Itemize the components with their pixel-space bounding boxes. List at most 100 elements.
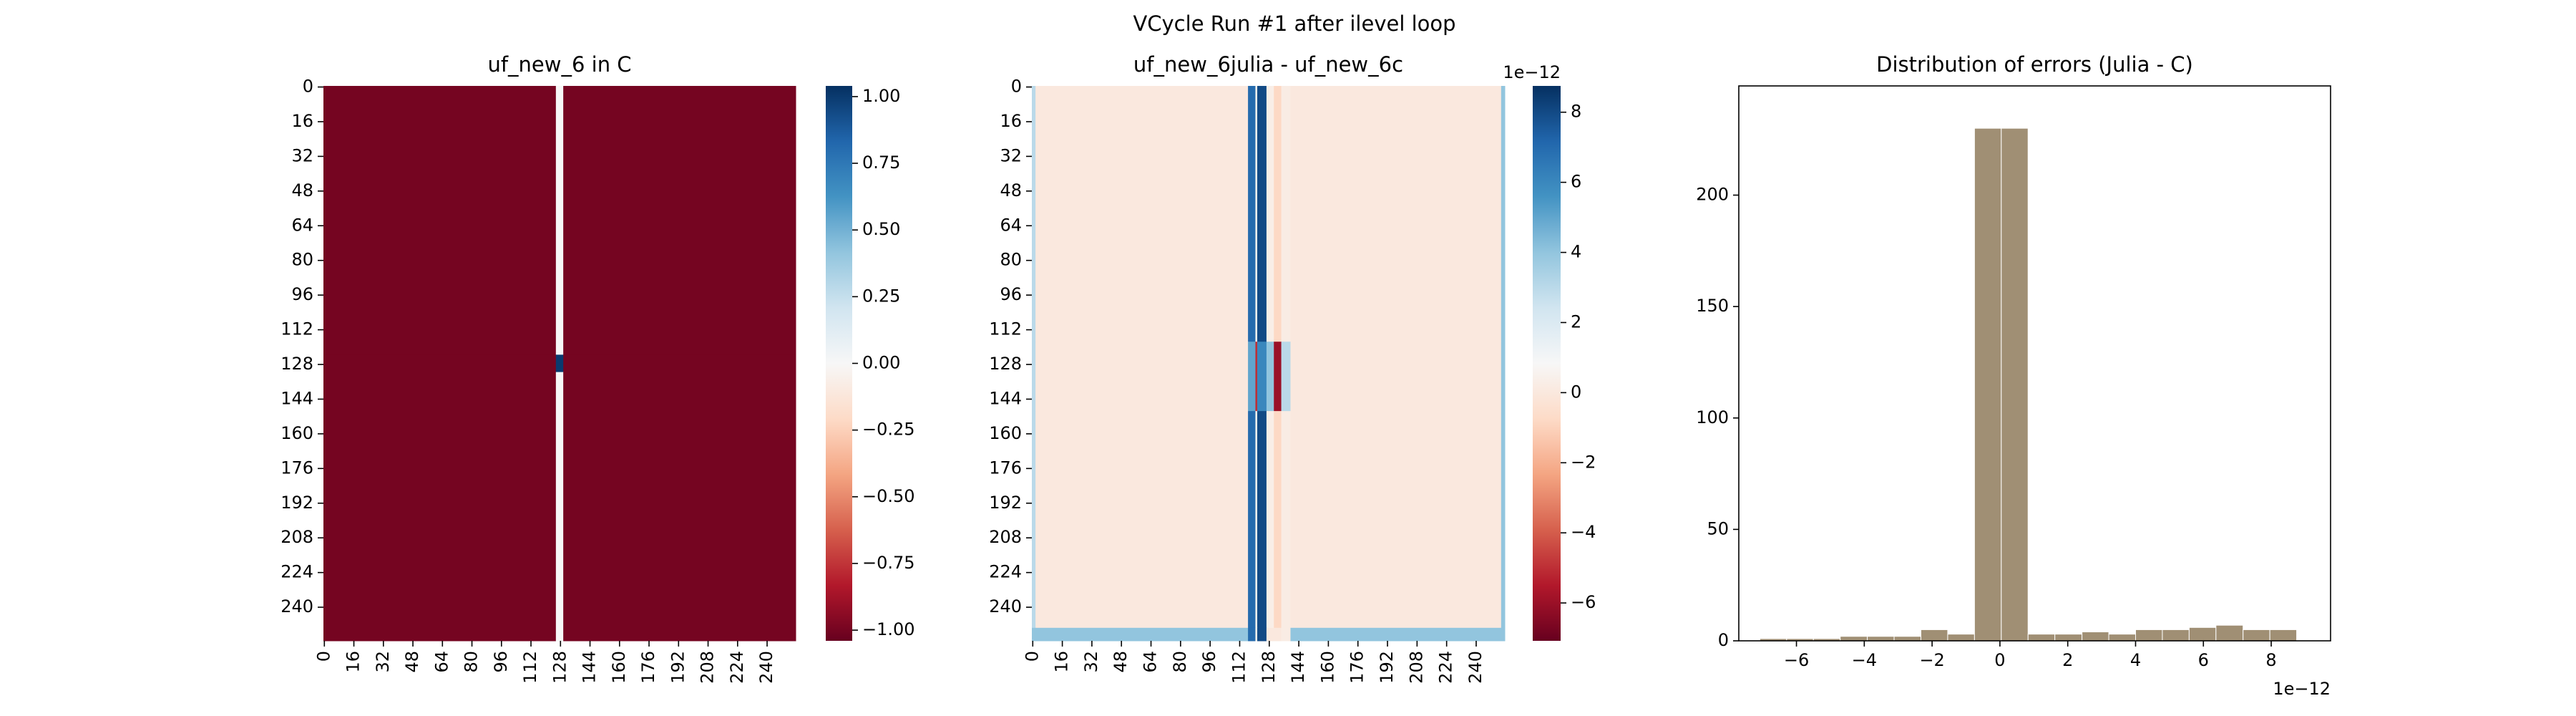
histogram-bar bbox=[2188, 626, 2217, 642]
heatmap-cell bbox=[1257, 411, 1267, 629]
y-tick-label: 112 bbox=[989, 319, 1022, 339]
x-tick-label: 8 bbox=[2265, 650, 2276, 670]
histogram-bar bbox=[2162, 629, 2190, 642]
x-tick-label: 208 bbox=[1406, 651, 1426, 684]
heatmap-cell bbox=[1266, 411, 1274, 629]
y-tick-label: 176 bbox=[280, 458, 313, 478]
y-tick-label: 0 bbox=[1011, 77, 1022, 97]
colorbar-tick-label: −0.25 bbox=[862, 420, 915, 440]
panel-title: uf_new_6julia - uf_new_6c bbox=[1133, 52, 1403, 77]
heatmap-cell bbox=[1035, 86, 1249, 342]
colorbar-tick-label: 2 bbox=[1571, 311, 1581, 332]
heatmap-cell bbox=[1248, 627, 1256, 642]
colorbar-tick-label: 0 bbox=[1571, 382, 1581, 402]
heatmap-cell bbox=[1266, 86, 1274, 342]
y-tick-label: 150 bbox=[1696, 296, 1729, 316]
heatmap-cell bbox=[1281, 86, 1291, 342]
x-tick-label: 128 bbox=[550, 651, 570, 684]
heatmap-cell bbox=[1257, 627, 1267, 642]
x-tick-label: 176 bbox=[1347, 651, 1367, 684]
heatmap-cell bbox=[1032, 411, 1036, 629]
colorbar-tick-label: −0.75 bbox=[862, 553, 915, 573]
x-tick-label: 192 bbox=[668, 651, 688, 684]
x-tick-label: 144 bbox=[1288, 651, 1308, 684]
histogram-bar bbox=[2269, 629, 2298, 642]
y-tick-label: 128 bbox=[989, 354, 1022, 374]
heatmap-cell bbox=[1266, 342, 1274, 412]
heatmap-cell bbox=[1257, 86, 1267, 342]
heatmap-cell bbox=[1501, 627, 1506, 642]
x-tick-label: 0 bbox=[313, 651, 333, 662]
y-tick-label: 112 bbox=[280, 319, 313, 339]
heatmap-cell bbox=[323, 354, 557, 373]
colorbar-tick-label: −4 bbox=[1571, 522, 1596, 542]
histogram-bar bbox=[1840, 636, 1868, 642]
y-tick-label: 64 bbox=[1000, 215, 1022, 235]
x-tick-label: 16 bbox=[343, 651, 364, 673]
heatmap-cell bbox=[1257, 342, 1267, 412]
x-tick-label: 64 bbox=[431, 651, 452, 673]
heatmap-cell bbox=[1290, 627, 1502, 642]
y-tick-label: 144 bbox=[989, 388, 1022, 408]
heatmap-cell bbox=[1255, 86, 1258, 342]
histogram-bar bbox=[2243, 629, 2270, 642]
y-tick-label: 0 bbox=[1718, 630, 1729, 650]
heatmap-cell bbox=[1290, 342, 1502, 412]
x-tick-label: 64 bbox=[1141, 651, 1161, 673]
y-tick-label: 160 bbox=[280, 423, 313, 443]
heatmap-cell bbox=[1290, 86, 1502, 342]
y-tick-label: 208 bbox=[989, 527, 1022, 547]
histogram-bar bbox=[1893, 636, 1921, 642]
y-tick-label: 192 bbox=[989, 493, 1022, 513]
heatmap-cell bbox=[1274, 411, 1282, 629]
x-tick-label: 128 bbox=[1259, 651, 1279, 684]
y-tick-label: 32 bbox=[291, 145, 313, 165]
heatmap-cell bbox=[555, 372, 564, 642]
panel-title: Distribution of errors (Julia - C) bbox=[1876, 52, 2193, 77]
heatmap-cell bbox=[1255, 342, 1258, 412]
y-tick-label: 224 bbox=[280, 562, 313, 582]
x-offset: 1e−12 bbox=[2273, 679, 2331, 699]
colorbar bbox=[826, 86, 852, 641]
histogram-bar bbox=[1974, 127, 2002, 642]
x-tick-label: 96 bbox=[1199, 651, 1219, 673]
x-tick-label: 160 bbox=[609, 651, 629, 684]
x-tick-label: 208 bbox=[698, 651, 718, 684]
colorbar-tick-label: 1.00 bbox=[862, 86, 900, 106]
heatmap-cell bbox=[1281, 411, 1291, 629]
x-tick-label: 160 bbox=[1317, 651, 1337, 684]
colorbar bbox=[1533, 86, 1561, 641]
heatmap-cell bbox=[1248, 86, 1256, 342]
panel-title: uf_new_6 in C bbox=[487, 52, 631, 77]
y-tick-label: 96 bbox=[1000, 284, 1022, 304]
heatmap-cell bbox=[1281, 342, 1291, 412]
colorbar-offset: 1e−12 bbox=[1503, 62, 1561, 82]
heatmap-cell bbox=[323, 372, 557, 642]
colorbar-tick-label: −0.50 bbox=[862, 486, 915, 506]
colorbar-tick-label: 4 bbox=[1571, 242, 1581, 262]
heatmap-cell bbox=[1281, 627, 1291, 642]
y-tick-label: 240 bbox=[989, 596, 1022, 616]
y-tick-label: 48 bbox=[1000, 180, 1022, 200]
y-tick-label: 80 bbox=[1000, 250, 1022, 270]
heatmap-cell bbox=[1248, 411, 1256, 629]
y-tick-label: 100 bbox=[1696, 407, 1729, 427]
heatmap-cell bbox=[1035, 411, 1249, 629]
heatmap-cell bbox=[1032, 342, 1036, 412]
heatmap-cell bbox=[555, 354, 564, 373]
y-tick-label: 0 bbox=[303, 77, 313, 97]
x-tick-label: −4 bbox=[1852, 650, 1877, 670]
heatmap-cell bbox=[1266, 627, 1274, 642]
x-tick-label: 192 bbox=[1377, 651, 1397, 684]
x-tick-label: −6 bbox=[1784, 650, 1809, 670]
heatmap-cell bbox=[1248, 342, 1256, 412]
heatmap-cell bbox=[1035, 342, 1249, 412]
x-tick-label: 48 bbox=[1111, 651, 1131, 673]
y-tick-label: 160 bbox=[989, 423, 1022, 443]
heatmap-cell bbox=[1255, 627, 1258, 642]
histogram-bar bbox=[2027, 634, 2056, 642]
histogram-bar bbox=[2054, 634, 2083, 642]
y-tick-label: 32 bbox=[1000, 145, 1022, 165]
x-tick-label: 240 bbox=[756, 651, 776, 684]
y-tick-label: 176 bbox=[989, 458, 1022, 478]
